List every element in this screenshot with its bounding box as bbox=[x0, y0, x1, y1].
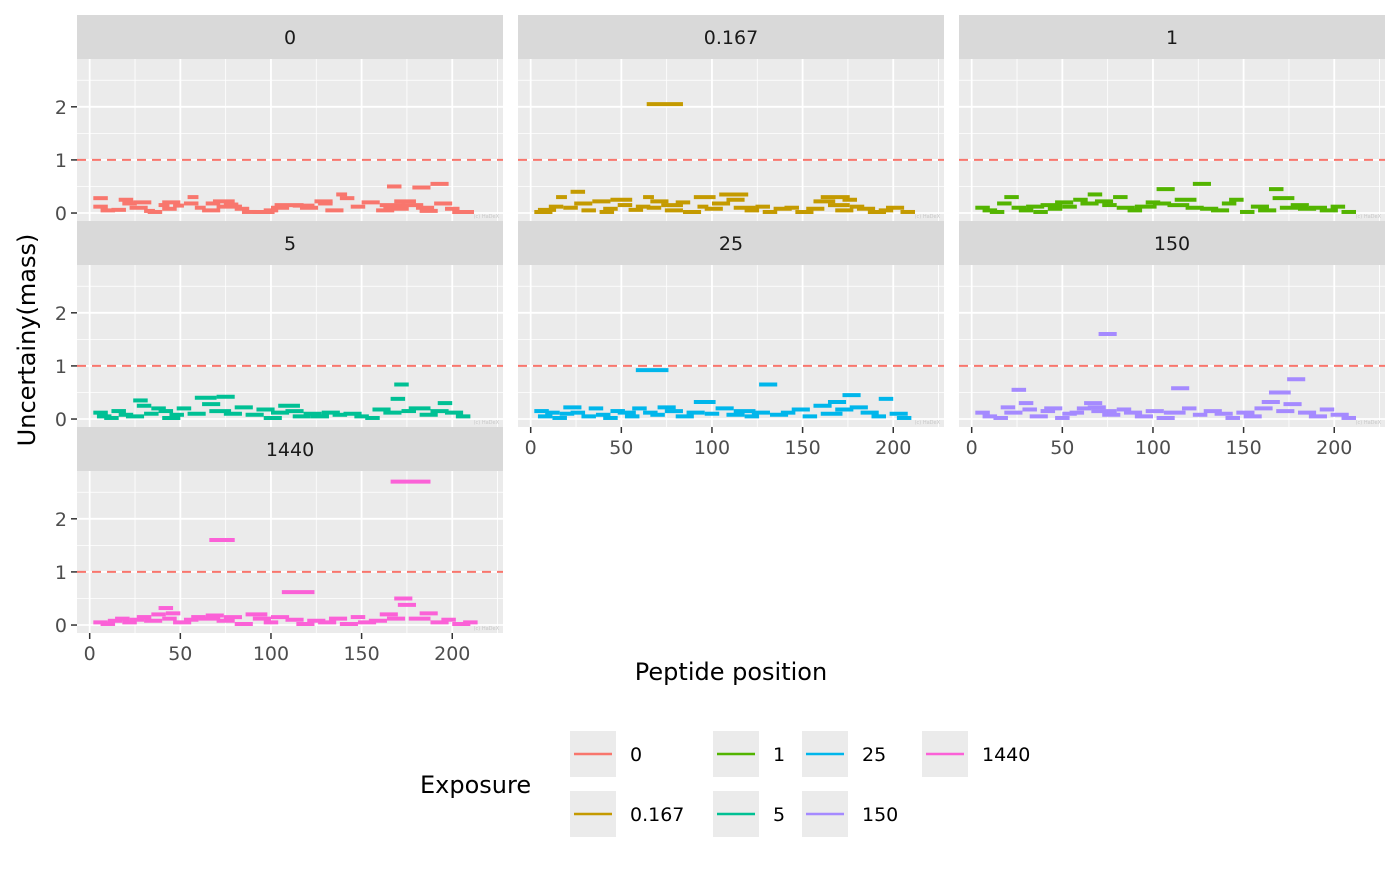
x-tick-label: 200 bbox=[1316, 437, 1352, 459]
panel-background bbox=[959, 265, 1385, 427]
facet-panel-5: 5 (c) HaDeX 0 1 2 bbox=[55, 221, 503, 431]
x-tick-label: 100 bbox=[253, 643, 289, 665]
legend-label: 1440 bbox=[982, 744, 1030, 766]
credit-text: (c) HaDeX bbox=[915, 214, 941, 220]
y-tick-label: 0 bbox=[55, 409, 67, 431]
facet-strip bbox=[959, 221, 1385, 265]
facet-strip-label: 150 bbox=[1154, 233, 1190, 255]
credit-text: (c) HaDeX bbox=[1356, 214, 1382, 220]
facet-strip-label: 0.167 bbox=[704, 27, 758, 49]
x-tick-label: 50 bbox=[168, 643, 192, 665]
y-tick-label: 1 bbox=[55, 562, 67, 584]
facet-strip bbox=[518, 15, 944, 59]
x-tick-label: 200 bbox=[875, 437, 911, 459]
facet-strip bbox=[959, 15, 1385, 59]
facet-strip-label: 1440 bbox=[266, 439, 314, 461]
y-tick-label: 2 bbox=[55, 97, 67, 119]
facet-strip bbox=[77, 15, 503, 59]
facet-strip bbox=[77, 221, 503, 265]
panel-background bbox=[518, 265, 944, 427]
legend-label: 5 bbox=[773, 804, 785, 826]
x-tick-label: 50 bbox=[609, 437, 633, 459]
x-tick-label: 200 bbox=[434, 643, 470, 665]
facet-strip bbox=[77, 427, 503, 471]
facet-panel-25: 25 (c) HaDeX 0 50 100 150 200 bbox=[518, 221, 944, 459]
legend-label: 25 bbox=[862, 744, 886, 766]
y-tick-label: 0 bbox=[55, 203, 67, 225]
facet-panel-150: 150 (c) HaDeX 0 50 100 150 200 bbox=[959, 221, 1385, 459]
x-tick-label: 150 bbox=[1225, 437, 1261, 459]
panel-background bbox=[77, 265, 503, 427]
facet-panel-1440: 1440 (c) HaDeX 0 1 2 0 50 100 150 200 bbox=[55, 427, 503, 665]
legend-label: 1 bbox=[773, 744, 785, 766]
y-tick-label: 1 bbox=[55, 150, 67, 172]
x-tick-label: 150 bbox=[784, 437, 820, 459]
y-tick-label: 2 bbox=[55, 509, 67, 531]
x-tick-label: 0 bbox=[966, 437, 978, 459]
x-axis-title: Peptide position bbox=[635, 658, 827, 686]
facet-panel-0: 0 (c) HaDeX 0 1 2 bbox=[55, 15, 503, 225]
legend: Exposure 0 0.167 1 5 25 150 1440 bbox=[420, 731, 1030, 837]
credit-text: (c) HaDeX bbox=[915, 420, 941, 426]
x-tick-label: 0 bbox=[525, 437, 537, 459]
x-tick-label: 100 bbox=[1135, 437, 1171, 459]
panel-background bbox=[77, 471, 503, 633]
y-tick-label: 1 bbox=[55, 356, 67, 378]
x-tick-label: 50 bbox=[1050, 437, 1074, 459]
panel-background bbox=[518, 59, 944, 221]
facet-panel-0.167: 0.167 (c) HaDeX bbox=[518, 15, 944, 221]
facet-strip-label: 25 bbox=[719, 233, 743, 255]
facet-strip-label: 5 bbox=[284, 233, 296, 255]
y-tick-label: 2 bbox=[55, 303, 67, 325]
y-tick-label: 0 bbox=[55, 615, 67, 637]
legend-label: 0 bbox=[630, 744, 642, 766]
credit-text: (c) HaDeX bbox=[474, 214, 500, 220]
panel-background bbox=[77, 59, 503, 221]
credit-text: (c) HaDeX bbox=[474, 626, 500, 632]
facet-strip bbox=[518, 221, 944, 265]
legend-title: Exposure bbox=[420, 771, 531, 799]
facet-strip-label: 1 bbox=[1166, 27, 1178, 49]
legend-label: 0.167 bbox=[630, 804, 684, 826]
x-tick-label: 100 bbox=[694, 437, 730, 459]
legend-label: 150 bbox=[862, 804, 898, 826]
facet-strip-label: 0 bbox=[284, 27, 296, 49]
panel-background bbox=[959, 59, 1385, 221]
credit-text: (c) HaDeX bbox=[1356, 420, 1382, 426]
facet-panel-1: 1 (c) HaDeX bbox=[959, 15, 1385, 221]
x-tick-label: 0 bbox=[84, 643, 96, 665]
x-tick-label: 150 bbox=[343, 643, 379, 665]
credit-text: (c) HaDeX bbox=[474, 420, 500, 426]
y-axis-title: Uncertainy(mass) bbox=[13, 234, 41, 447]
